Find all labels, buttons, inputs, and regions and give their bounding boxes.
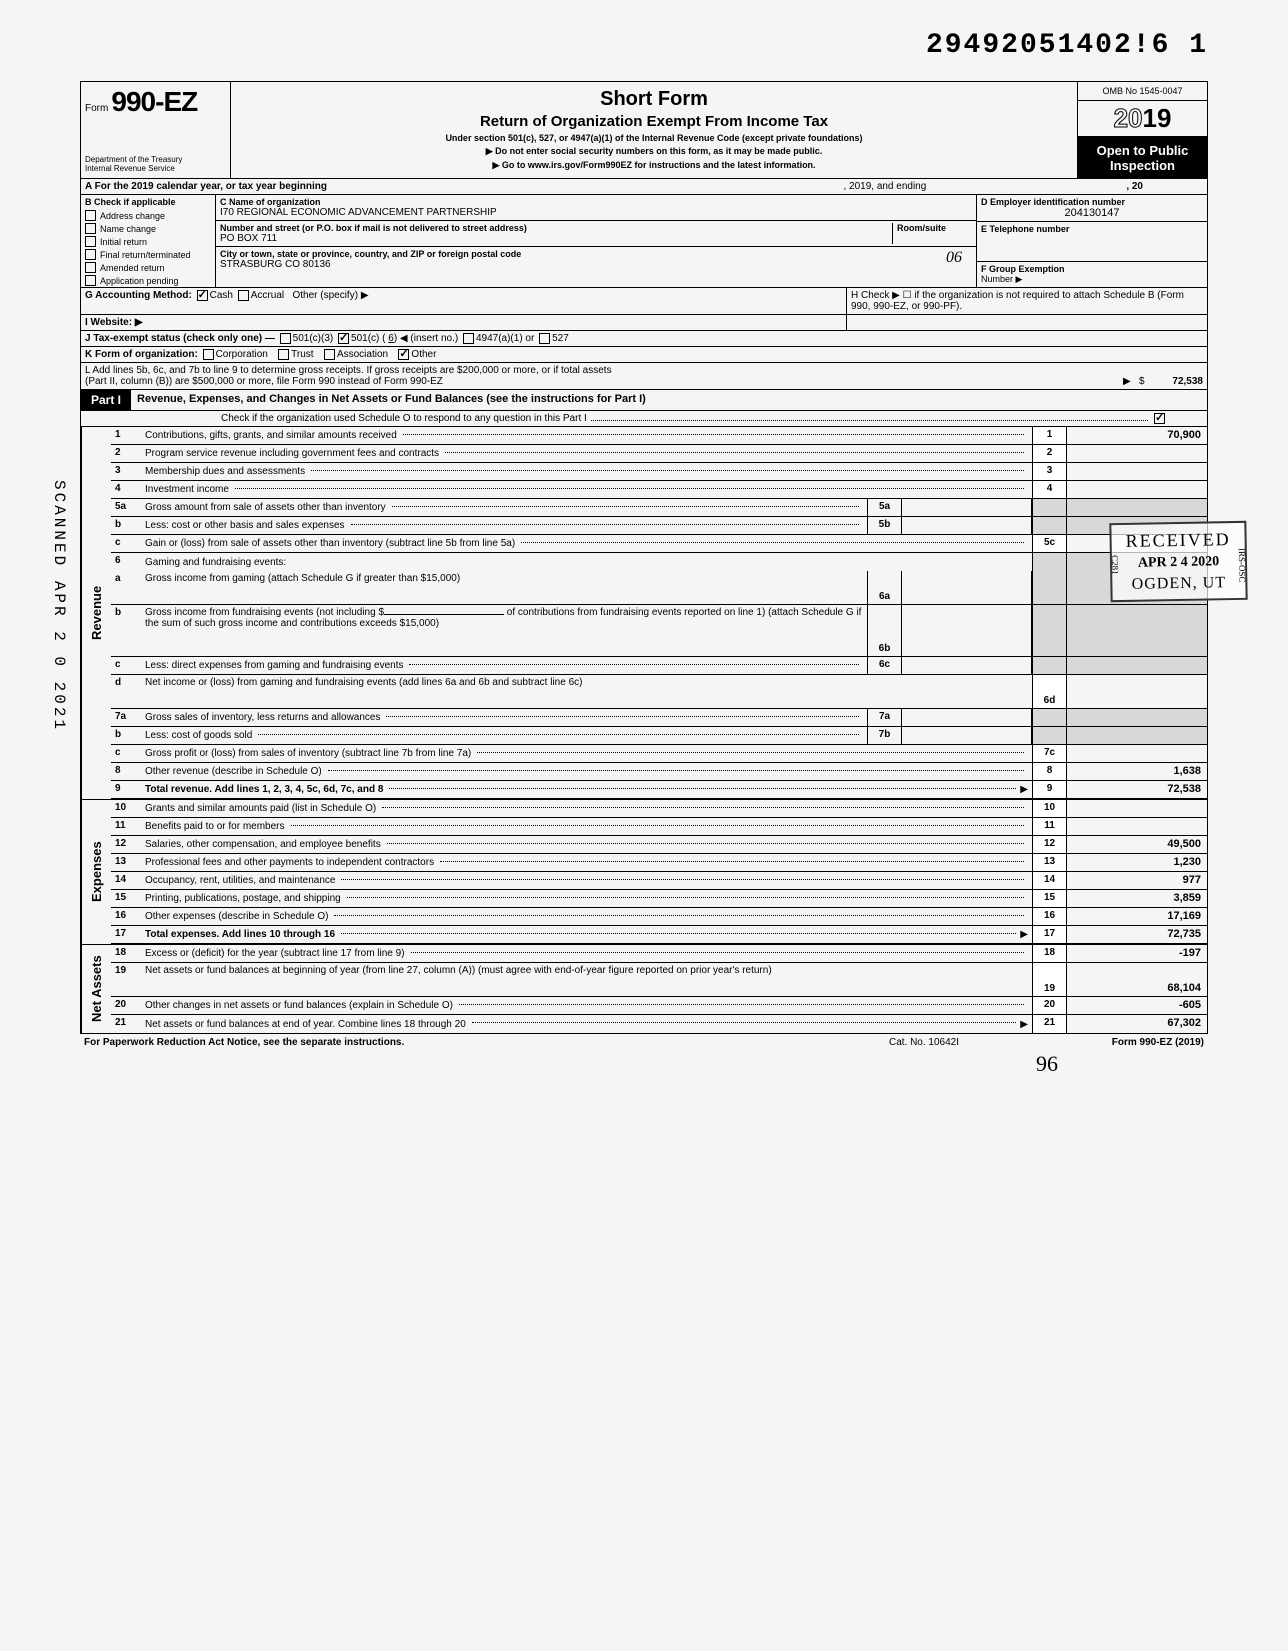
- cb-corp[interactable]: [203, 349, 214, 360]
- form-number: 990-EZ: [111, 86, 197, 117]
- line-15-value: 3,859: [1067, 890, 1207, 907]
- tel-label: E Telephone number: [981, 224, 1203, 234]
- info-block: B Check if applicable Address change Nam…: [81, 195, 1207, 288]
- street-label: Number and street (or P.O. box if mail i…: [220, 223, 892, 233]
- handwritten-96: 96: [80, 1051, 1208, 1077]
- cb-assoc[interactable]: [324, 349, 335, 360]
- cb-final-return[interactable]: [85, 249, 96, 260]
- cb-other[interactable]: [398, 349, 409, 360]
- form-title: Short Form: [239, 88, 1069, 111]
- line-17-value: 72,735: [1067, 926, 1207, 943]
- line-21-value: 67,302: [1067, 1015, 1207, 1033]
- cb-initial-return[interactable]: [85, 236, 96, 247]
- city-value: STRASBURG CO 80136: [220, 259, 521, 270]
- cb-4947[interactable]: [463, 333, 474, 344]
- form-990ez: Form 990-EZ Department of the Treasury I…: [80, 81, 1208, 1034]
- part-i-header: Part I Revenue, Expenses, and Changes in…: [81, 390, 1207, 411]
- group-exempt-label: F Group Exemption: [981, 264, 1065, 274]
- line-16-value: 17,169: [1067, 908, 1207, 925]
- gross-receipts-amount: 72,538: [1172, 376, 1203, 387]
- row-h: H Check ▶ ☐ if the organization is not r…: [847, 288, 1207, 314]
- expenses-section: Expenses 10Grants and similar amounts pa…: [81, 799, 1207, 944]
- form-footer: For Paperwork Reduction Act Notice, see …: [80, 1034, 1208, 1051]
- line-18-value: -197: [1067, 945, 1207, 962]
- tax-year: 2019: [1078, 101, 1207, 137]
- row-j-tax-status: J Tax-exempt status (check only one) — 5…: [81, 331, 1207, 346]
- group-number-label: Number ▶: [981, 274, 1022, 284]
- col-b-checkboxes: B Check if applicable Address change Nam…: [81, 195, 216, 287]
- line-1-value: 70,900: [1067, 427, 1207, 444]
- cb-trust[interactable]: [278, 349, 289, 360]
- room-label: Room/suite: [897, 223, 972, 233]
- cb-accrual[interactable]: [238, 290, 249, 301]
- scanned-stamp: SCANNED APR 2 0 2021: [50, 480, 68, 732]
- street-value: PO BOX 711: [220, 233, 892, 244]
- row-k-form-org: K Form of organization: Corporation Trus…: [81, 347, 1207, 362]
- document-number: 29492051402!6 1: [80, 30, 1208, 61]
- form-header: Form 990-EZ Department of the Treasury I…: [81, 82, 1207, 179]
- row-i-website: I Website: ▶: [81, 315, 847, 330]
- row-a-tax-year: A For the 2019 calendar year, or tax yea…: [81, 179, 1207, 195]
- city-label: City or town, state or province, country…: [220, 249, 521, 259]
- line-13-value: 1,230: [1067, 854, 1207, 871]
- org-name-value: I70 REGIONAL ECONOMIC ADVANCEMENT PARTNE…: [220, 207, 972, 218]
- received-stamp: RECEIVED C281 APR 2 4 2020 IRS-OSC OGDEN…: [1109, 521, 1247, 602]
- cb-address-change[interactable]: [85, 210, 96, 221]
- cb-501c[interactable]: [338, 333, 349, 344]
- line-9-value: 72,538: [1067, 781, 1207, 798]
- ssn-note: ▶ Do not enter social security numbers o…: [239, 146, 1069, 157]
- schedule-o-check: Check if the organization used Schedule …: [81, 411, 1207, 427]
- form-subtitle: Return of Organization Exempt From Incom…: [239, 113, 1069, 130]
- handwritten-06: 06: [946, 249, 962, 270]
- cb-cash[interactable]: [197, 290, 208, 301]
- row-l-gross-receipts: L Add lines 5b, 6c, and 7b to line 9 to …: [81, 363, 1207, 389]
- line-8-value: 1,638: [1067, 763, 1207, 780]
- cb-amended-return[interactable]: [85, 262, 96, 273]
- net-assets-section: Net Assets 18Excess or (deficit) for the…: [81, 944, 1207, 1033]
- dept-irs: Internal Revenue Service: [85, 165, 226, 174]
- ein-label: D Employer identification number: [981, 197, 1203, 207]
- org-name-label: C Name of organization: [220, 197, 972, 207]
- line-19-value: 68,104: [1067, 963, 1207, 996]
- cb-501c3[interactable]: [280, 333, 291, 344]
- open-public-1: Open to Public: [1082, 143, 1203, 158]
- cb-schedule-o[interactable]: [1154, 413, 1165, 424]
- cb-application-pending[interactable]: [85, 275, 96, 286]
- cb-527[interactable]: [539, 333, 550, 344]
- cb-name-change[interactable]: [85, 223, 96, 234]
- form-prefix: Form: [85, 103, 108, 114]
- line-14-value: 977: [1067, 872, 1207, 889]
- open-public-2: Inspection: [1082, 158, 1203, 173]
- ein-value: 204130147: [981, 207, 1203, 219]
- revenue-section: Revenue 1Contributions, gifts, grants, a…: [81, 427, 1207, 799]
- omb-number: OMB No 1545-0047: [1078, 82, 1207, 101]
- url-note: ▶ Go to www.irs.gov/Form990EZ for instru…: [239, 160, 1069, 171]
- line-20-value: -605: [1067, 997, 1207, 1014]
- line-12-value: 49,500: [1067, 836, 1207, 853]
- under-section: Under section 501(c), 527, or 4947(a)(1)…: [239, 133, 1069, 143]
- row-g-h: G Accounting Method: Cash Accrual Other …: [81, 288, 1207, 315]
